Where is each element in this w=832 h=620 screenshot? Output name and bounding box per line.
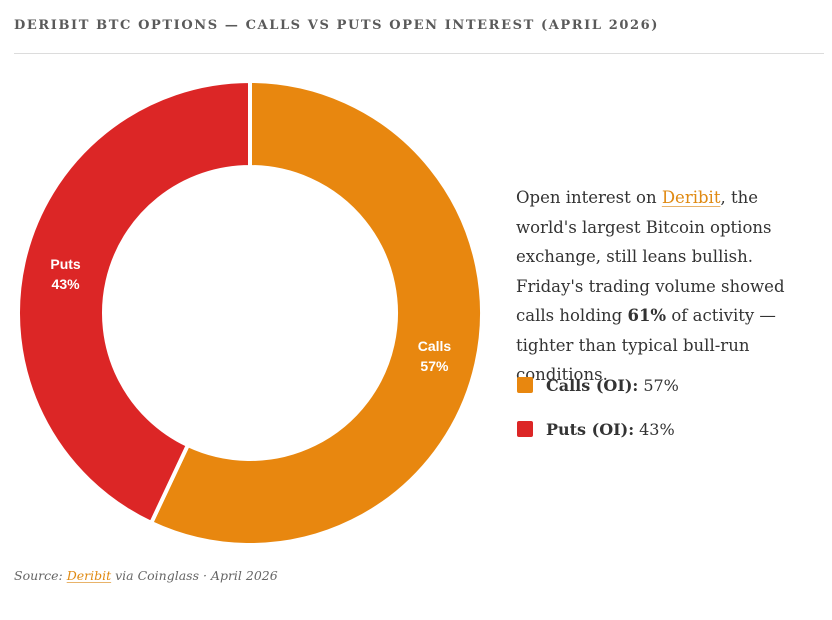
legend-label-calls: Calls (OI): [546, 375, 639, 395]
deribit-link[interactable]: Deribit [661, 188, 721, 207]
source-prefix: Source: [14, 568, 67, 583]
legend-label-puts: Puts (OI): [546, 419, 635, 439]
slice-label-puts: Puts [50, 256, 81, 272]
legend-item-puts: Puts (OI): 43% [517, 417, 679, 441]
chart-legend: Calls (OI): 57% Puts (OI): 43% [517, 373, 679, 461]
donut-slice-puts [16, 78, 252, 526]
slice-value-calls: 57% [420, 358, 449, 374]
legend-item-calls: Calls (OI): 57% [517, 373, 679, 397]
legend-value-puts: 43% [639, 419, 675, 439]
source-deribit-link[interactable]: Deribit [66, 568, 112, 583]
source-suffix: via Coinglass · April 2026 [111, 568, 278, 583]
chart-title: DERIBIT BTC OPTIONS — CALLS VS PUTS OPEN… [14, 18, 660, 33]
legend-swatch-puts [517, 421, 533, 437]
legend-swatch-calls [517, 377, 533, 393]
description-text-2: , the world's largest Bitcoin options ex… [516, 188, 785, 325]
title-divider [14, 53, 824, 54]
chart-description: Open interest on Deribit, the world's la… [516, 183, 816, 390]
description-highlight: 61% [627, 306, 667, 325]
description-text-3: of activity — tighter than typical bull-… [516, 306, 776, 384]
slice-value-puts: 43% [52, 276, 81, 292]
description-text-1: Open interest on [516, 188, 662, 207]
donut-slice-calls [148, 78, 484, 547]
chart-source: Source: Deribit via Coinglass · April 20… [14, 568, 278, 583]
donut-chart: Calls 57% Puts 43% [16, 78, 484, 547]
slice-label-calls: Calls [418, 338, 452, 354]
legend-value-calls: 57% [643, 375, 679, 395]
